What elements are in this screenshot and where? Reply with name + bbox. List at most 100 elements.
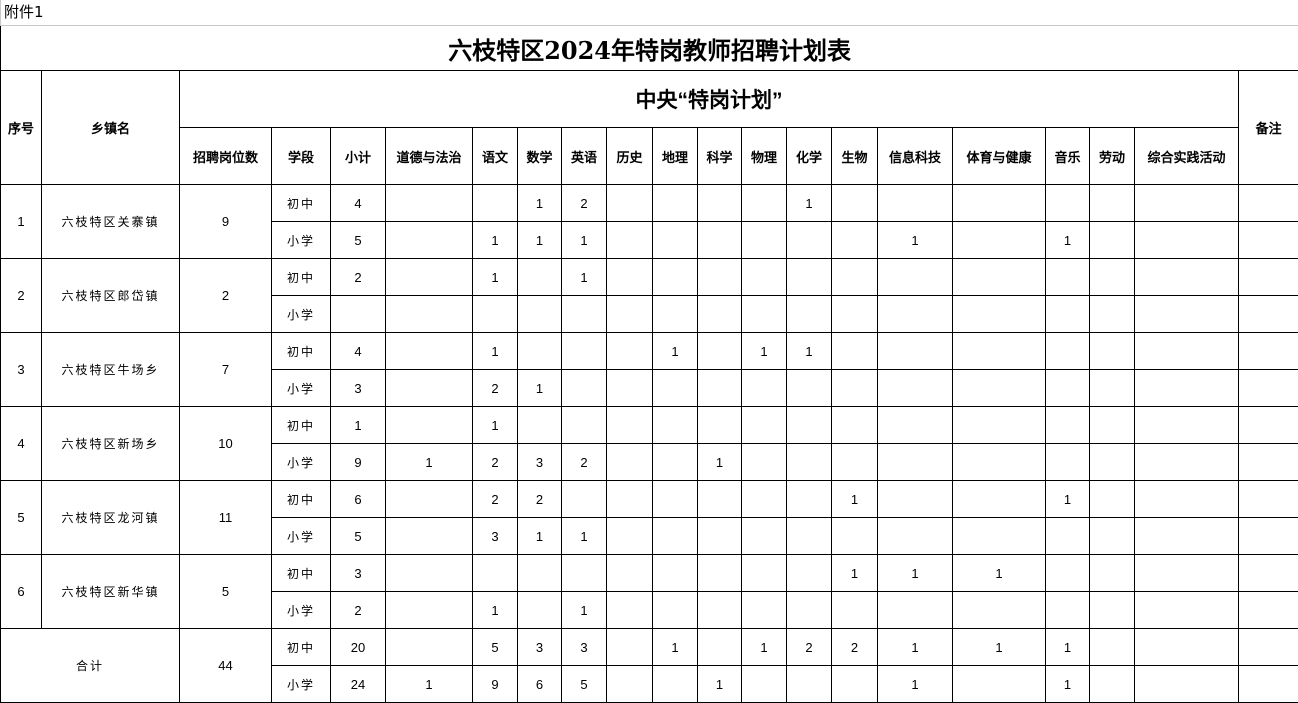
subject-count-cell: 3 bbox=[472, 517, 518, 555]
subject-count-cell bbox=[952, 480, 1046, 518]
remarks-cell bbox=[1237, 517, 1298, 555]
positions-cell: 5 bbox=[179, 554, 272, 629]
header-positions: 招聘岗位数 bbox=[179, 127, 272, 185]
header-subject: 科学 bbox=[697, 127, 742, 185]
subject-count-cell bbox=[385, 591, 473, 629]
subject-count-cell bbox=[1089, 554, 1135, 592]
page-title: 六枝特区2024年特岗教师招聘计划表 bbox=[0, 25, 1298, 71]
header-remarks: 备注 bbox=[1237, 70, 1298, 185]
subject-count-cell bbox=[1089, 517, 1135, 555]
town-name-cell: 六枝特区龙河镇 bbox=[41, 480, 180, 555]
subject-count-cell: 1 bbox=[741, 628, 787, 666]
subject-count-cell bbox=[606, 628, 653, 666]
subject-count-cell bbox=[472, 295, 518, 333]
subtotal-cell: 4 bbox=[330, 332, 386, 370]
subject-count-cell bbox=[517, 406, 562, 444]
remarks-cell bbox=[1237, 591, 1298, 629]
subject-count-cell: 1 bbox=[1045, 628, 1090, 666]
subject-count-cell bbox=[652, 184, 698, 222]
remarks-cell bbox=[1237, 665, 1298, 703]
subject-count-cell: 1 bbox=[697, 443, 742, 481]
subject-count-cell bbox=[561, 332, 607, 370]
subject-count-cell bbox=[697, 184, 742, 222]
subject-count-cell bbox=[786, 221, 832, 259]
subject-count-cell: 2 bbox=[517, 480, 562, 518]
stage-cell: 小学 bbox=[271, 443, 331, 481]
subject-count-cell bbox=[652, 554, 698, 592]
subtotal-cell: 6 bbox=[330, 480, 386, 518]
subject-count-cell bbox=[1134, 628, 1239, 666]
header-subject: 综合实践活动 bbox=[1134, 127, 1239, 185]
subject-count-cell: 6 bbox=[517, 665, 562, 703]
header-subject: 体育与健康 bbox=[952, 127, 1046, 185]
index-cell: 4 bbox=[0, 406, 42, 481]
subject-count-cell bbox=[472, 184, 518, 222]
subject-count-cell bbox=[652, 480, 698, 518]
subject-count-cell bbox=[606, 295, 653, 333]
town-name-cell: 六枝特区新场乡 bbox=[41, 406, 180, 481]
remarks-cell bbox=[1237, 221, 1298, 259]
header-central-plan: 中央“特岗计划” bbox=[179, 70, 1239, 128]
subject-count-cell bbox=[1134, 258, 1239, 296]
header-subject: 生物 bbox=[831, 127, 878, 185]
subject-count-cell: 1 bbox=[831, 480, 878, 518]
stage-cell: 小学 bbox=[271, 221, 331, 259]
subject-count-cell bbox=[741, 184, 787, 222]
positions-cell: 2 bbox=[179, 258, 272, 333]
subject-count-cell bbox=[741, 591, 787, 629]
stage-cell: 初中 bbox=[271, 332, 331, 370]
subject-count-cell bbox=[606, 554, 653, 592]
subject-count-cell: 1 bbox=[561, 517, 607, 555]
subject-count-cell bbox=[606, 369, 653, 407]
table-row: 1 六枝特区关寨镇 9 初中 4 1 2 1 bbox=[0, 184, 1298, 259]
table-row: 小学 2 1 1 bbox=[1, 591, 1298, 629]
subject-count-cell bbox=[952, 443, 1046, 481]
subject-count-cell bbox=[385, 406, 473, 444]
town-name-cell: 六枝特区郎岱镇 bbox=[41, 258, 180, 333]
subject-count-cell: 1 bbox=[697, 665, 742, 703]
subject-count-cell: 1 bbox=[517, 369, 562, 407]
remarks-cell bbox=[1237, 406, 1298, 444]
subject-count-cell bbox=[517, 332, 562, 370]
subject-count-cell bbox=[1089, 332, 1135, 370]
subject-count-cell bbox=[831, 443, 878, 481]
stage-cell: 初中 bbox=[271, 406, 331, 444]
subject-count-cell: 1 bbox=[877, 665, 953, 703]
subject-count-cell bbox=[517, 591, 562, 629]
subtotal-cell: 3 bbox=[330, 554, 386, 592]
subject-count-cell bbox=[741, 554, 787, 592]
subject-count-cell bbox=[472, 554, 518, 592]
attachment-label: 附件1 bbox=[0, 0, 1298, 25]
subject-count-cell bbox=[741, 258, 787, 296]
subject-count-cell bbox=[1134, 443, 1239, 481]
subject-count-cell bbox=[561, 369, 607, 407]
stage-cell: 初中 bbox=[271, 184, 331, 222]
subject-count-cell bbox=[877, 184, 953, 222]
subject-count-cell: 1 bbox=[1045, 221, 1090, 259]
subject-count-cell bbox=[741, 665, 787, 703]
remarks-cell bbox=[1237, 480, 1298, 518]
remarks-cell bbox=[1237, 184, 1298, 222]
subject-count-cell bbox=[952, 221, 1046, 259]
subject-count-cell: 9 bbox=[472, 665, 518, 703]
stage-cell: 小学 bbox=[271, 369, 331, 407]
subject-count-cell bbox=[517, 295, 562, 333]
subject-count-cell: 1 bbox=[831, 554, 878, 592]
subject-count-cell bbox=[831, 369, 878, 407]
table-row: 2 六枝特区郎岱镇 2 初中 2 1 1 bbox=[0, 258, 1298, 333]
positions-cell: 9 bbox=[179, 184, 272, 259]
subject-count-cell bbox=[877, 295, 953, 333]
subject-count-cell bbox=[952, 295, 1046, 333]
subject-count-cell bbox=[606, 332, 653, 370]
header-subject: 地理 bbox=[652, 127, 698, 185]
subject-count-cell: 1 bbox=[786, 184, 832, 222]
header-subtotal: 小计 bbox=[330, 127, 386, 185]
subject-count-cell bbox=[877, 258, 953, 296]
positions-cell: 7 bbox=[179, 332, 272, 407]
table-row: 合计 44 初中 20 5 3 3 1 1 2 2 1 1 1 bbox=[0, 628, 1298, 703]
subject-count-cell bbox=[877, 406, 953, 444]
subject-count-cell bbox=[952, 184, 1046, 222]
subject-count-cell bbox=[741, 443, 787, 481]
subject-count-cell bbox=[877, 480, 953, 518]
subject-count-cell bbox=[606, 665, 653, 703]
